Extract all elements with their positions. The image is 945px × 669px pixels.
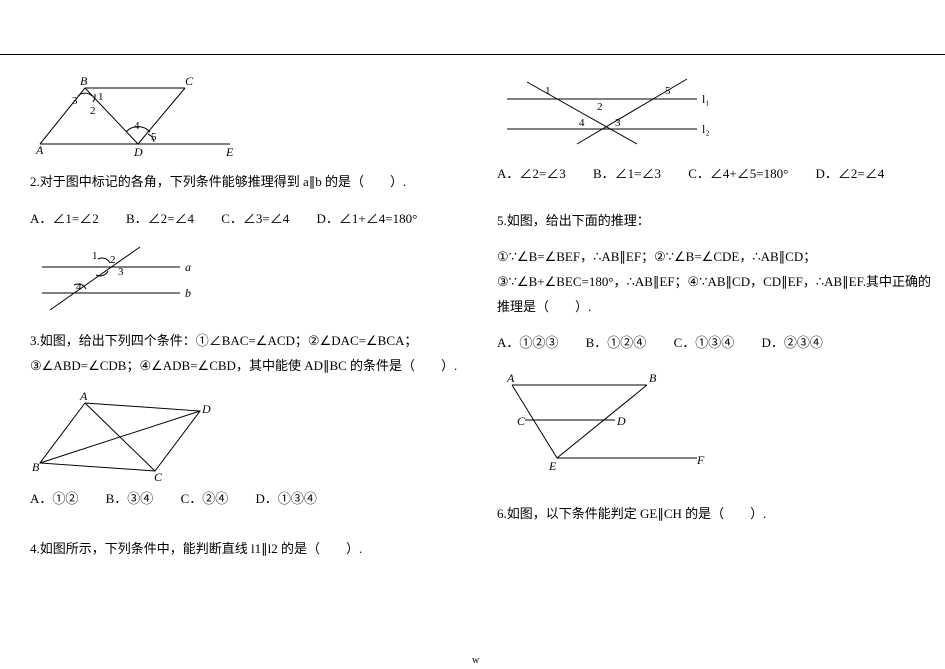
label-l2: l₂ xyxy=(702,122,710,136)
q3-options: A．①② B．③④ C．②④ D．①③④ xyxy=(30,487,470,512)
angle-4: 4 xyxy=(134,120,140,132)
angle-2: 2 xyxy=(90,105,96,117)
angle-5r: 5 xyxy=(665,85,671,97)
figure-q4: 1 2 3 4 5 l₁ l₂ xyxy=(497,74,937,152)
label-b: b xyxy=(185,286,191,300)
label-B3: B xyxy=(32,460,40,474)
figure-q2-lines: 1 2 3 4 a b xyxy=(30,245,470,315)
label-C3: C xyxy=(154,470,163,481)
q4-opt-d: D．∠2=∠4 xyxy=(816,166,885,181)
label-A: A xyxy=(35,143,44,156)
angle-1: 1 xyxy=(98,91,104,103)
label-A5: A xyxy=(506,371,515,385)
q3-opt-d: D．①③④ xyxy=(255,491,316,506)
q2-opt-a: A．∠1=∠2 xyxy=(30,211,99,226)
q3-opt-b: B．③④ xyxy=(106,491,154,506)
label-l1: l₁ xyxy=(702,92,710,106)
angle-2r: 2 xyxy=(597,101,603,113)
angle-3r: 3 xyxy=(615,117,621,129)
figure-q2-top: A B C D E 3 1 2 4 5 xyxy=(30,74,470,156)
angle-4r: 4 xyxy=(579,117,585,129)
label-D3: D xyxy=(201,402,211,416)
q3-opt-a: A．①② xyxy=(30,491,78,506)
label-A3: A xyxy=(79,391,88,403)
label-E: E xyxy=(225,145,234,156)
label-F5: F xyxy=(696,453,705,467)
footer-watermark: w xyxy=(472,655,479,666)
label-C5: C xyxy=(517,414,526,428)
label-D5: D xyxy=(616,414,626,428)
horizontal-rule xyxy=(0,54,945,55)
label-B5: B xyxy=(649,371,657,385)
q2-options: A．∠1=∠2 B．∠2=∠4 C．∠3=∠4 D．∠1+∠4=180° xyxy=(30,207,470,232)
figure-q5: A B C D E F xyxy=(497,370,937,480)
q5-text: 5.如图，给出下面的推理： xyxy=(497,209,937,234)
figure-q3: A D B C xyxy=(30,391,470,481)
label-E5: E xyxy=(548,459,557,473)
right-column: 1 2 3 4 5 l₁ l₂ A．∠2=∠3 B．∠1=∠3 C．∠4+∠5=… xyxy=(497,70,937,539)
label-D: D xyxy=(133,145,143,156)
q3-text: 3.如图，给出下列四个条件：①∠BAC=∠ACD；②∠DAC=∠BCA；③∠AB… xyxy=(30,329,470,378)
q3-opt-c: C．②④ xyxy=(181,491,229,506)
q5-options: A．①②③ B．①②④ C．①③④ D．②③④ xyxy=(497,331,937,356)
q5-opt-b: B．①②④ xyxy=(586,335,647,350)
label-B: B xyxy=(80,74,88,88)
q2-opt-c: C．∠3=∠4 xyxy=(221,211,289,226)
q5-opt-d: D．②③④ xyxy=(761,335,822,350)
q4-opt-c: C．∠4+∠5=180° xyxy=(688,166,788,181)
angle-3: 3 xyxy=(72,95,78,107)
q6-text: 6.如图，以下条件能判定 GE∥CH 的是（ ）. xyxy=(497,502,937,527)
q4-options: A．∠2=∠3 B．∠1=∠3 C．∠4+∠5=180° D．∠2=∠4 xyxy=(497,162,937,187)
angle-1b: 1 xyxy=(92,250,98,262)
label-a: a xyxy=(185,260,191,274)
q2-opt-d: D．∠1+∠4=180° xyxy=(317,211,418,226)
angle-3b: 3 xyxy=(118,266,124,278)
q4-opt-a: A．∠2=∠3 xyxy=(497,166,566,181)
angle-4b: 4 xyxy=(76,281,82,293)
q5-body: ①∵∠B=∠BEF，∴AB∥EF；②∵∠B=∠CDE，∴AB∥CD；③∵∠B+∠… xyxy=(497,245,937,319)
angle-1r: 1 xyxy=(545,85,551,97)
angle-2b: 2 xyxy=(110,254,116,266)
q5-opt-a: A．①②③ xyxy=(497,335,558,350)
q5-opt-c: C．①③④ xyxy=(674,335,735,350)
angle-5: 5 xyxy=(151,131,157,143)
q2-text: 2.对于图中标记的各角，下列条件能够推理得到 a∥b 的是（ ）. xyxy=(30,170,470,195)
q2-opt-b: B．∠2=∠4 xyxy=(126,211,194,226)
q4-text: 4.如图所示，下列条件中，能判断直线 l1∥l2 的是（ ）. xyxy=(30,537,470,562)
label-C: C xyxy=(185,74,194,88)
q4-opt-b: B．∠1=∠3 xyxy=(593,166,661,181)
left-column: A B C D E 3 1 2 4 5 2.对于图中标记的各角，下列条件能够推理… xyxy=(30,70,470,574)
